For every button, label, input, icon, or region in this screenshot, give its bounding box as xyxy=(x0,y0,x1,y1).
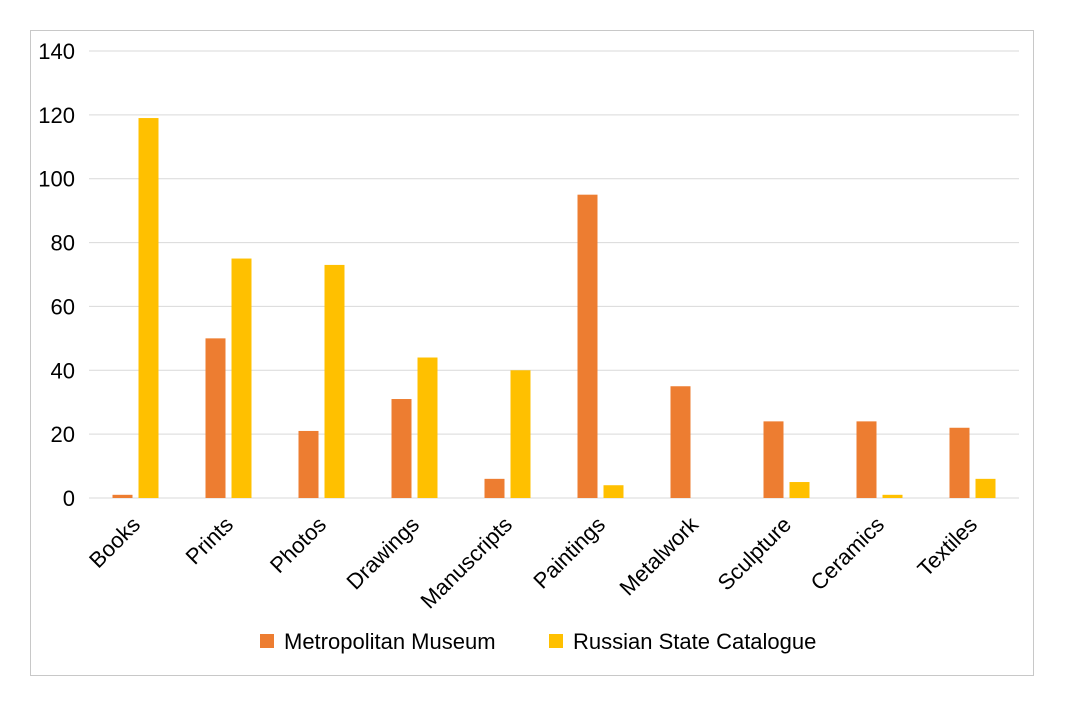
x-category-label: Ceramics xyxy=(806,512,889,595)
bar-russian-ceramics xyxy=(882,494,903,498)
x-category-label: Manuscripts xyxy=(415,512,517,614)
bar-metropolitan-textiles xyxy=(949,427,970,498)
x-category-label: Sculpture xyxy=(713,512,796,595)
bar-metropolitan-books xyxy=(112,494,133,498)
legend-label: Metropolitan Museum xyxy=(284,629,496,654)
y-tick-label: 120 xyxy=(38,103,75,128)
x-category-label: Textiles xyxy=(912,512,982,582)
bar-russian-drawings xyxy=(417,357,438,498)
chart-frame: 0 20 40 60 80 100 120 140 Books Prints Photos Draw… xyxy=(30,30,1034,676)
bar-russian-textiles xyxy=(975,478,996,498)
x-category-label: Photos xyxy=(265,512,331,578)
bar-russian-manuscripts xyxy=(510,370,531,498)
bar-metropolitan-sculpture xyxy=(763,421,784,498)
legend-label: Russian State Catalogue xyxy=(573,629,816,654)
bar-russian-prints xyxy=(231,258,252,498)
bar-russian-books xyxy=(138,118,159,499)
bar-metropolitan-paintings xyxy=(577,194,598,498)
y-tick-label: 140 xyxy=(38,39,75,64)
bar-metropolitan-prints xyxy=(205,338,226,498)
bar-metropolitan-drawings xyxy=(391,399,412,498)
y-tick-label: 0 xyxy=(63,486,75,511)
legend: Metropolitan Museum Russian State Catalog… xyxy=(260,629,816,654)
x-category-label: Books xyxy=(84,512,145,573)
bar-chart: 0 20 40 60 80 100 120 140 Books Prints Photos Draw… xyxy=(38,39,1019,654)
x-category-label: Prints xyxy=(181,512,238,569)
bar-russian-photos xyxy=(324,264,345,498)
bar-metropolitan-photos xyxy=(298,430,319,498)
y-tick-label: 40 xyxy=(51,358,75,383)
bars xyxy=(112,118,996,499)
y-tick-label: 20 xyxy=(51,422,75,447)
y-tick-label: 100 xyxy=(38,167,75,192)
y-tick-label: 80 xyxy=(51,231,75,256)
x-category-label: Metalwork xyxy=(614,511,703,600)
y-axis-ticks: 0 20 40 60 80 100 120 140 xyxy=(38,39,75,511)
bar-russian-paintings xyxy=(603,485,624,498)
bar-metropolitan-ceramics xyxy=(856,421,877,498)
x-category-label: Paintings xyxy=(528,512,610,594)
legend-swatch xyxy=(260,634,274,648)
bar-russian-sculpture xyxy=(789,482,810,498)
legend-swatch xyxy=(549,634,563,648)
y-tick-label: 60 xyxy=(51,294,75,319)
x-category-label: Drawings xyxy=(342,512,425,595)
bar-metropolitan-manuscripts xyxy=(484,478,505,498)
bar-metropolitan-metalwork xyxy=(670,386,691,498)
gridlines xyxy=(89,50,1019,499)
